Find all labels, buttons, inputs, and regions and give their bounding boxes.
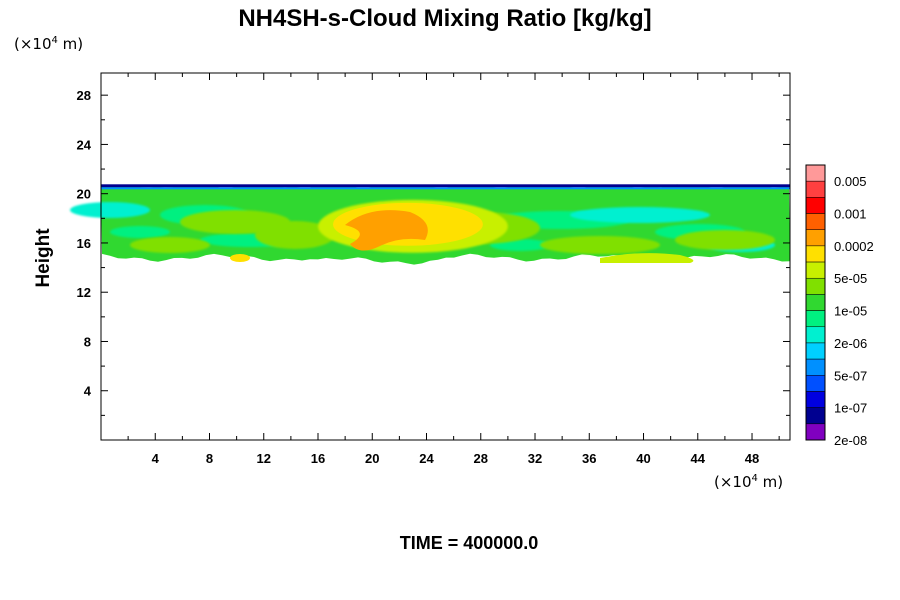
colorbar-swatch xyxy=(805,391,826,408)
cloud-field xyxy=(70,184,790,265)
colorbar-label: 2e-06 xyxy=(834,336,867,351)
x-tick-label: 20 xyxy=(365,451,379,466)
colorbar-swatch xyxy=(805,375,826,392)
y-tick-label: 16 xyxy=(77,236,91,251)
colorbar-label: 0.0002 xyxy=(834,239,874,254)
x-tick-label: 28 xyxy=(474,451,488,466)
colorbar-label: 5e-07 xyxy=(834,368,867,383)
cloud-patch xyxy=(130,237,210,253)
time-label: TIME = 400000.0 xyxy=(400,533,539,553)
cloud-patch xyxy=(570,207,710,223)
cloud-core-max xyxy=(345,210,428,251)
y-unit-prefix: (×10 xyxy=(14,35,52,53)
y-tick-label: 12 xyxy=(77,285,91,300)
x-tick-label: 48 xyxy=(745,451,759,466)
x-tick-label: 12 xyxy=(257,451,271,466)
x-axis-unit: (×104 m) xyxy=(714,473,783,491)
colorbar-swatch xyxy=(805,213,826,230)
x-tick-label: 44 xyxy=(691,451,706,466)
colorbar-swatch xyxy=(805,342,826,360)
cloud-base-patch xyxy=(230,254,250,262)
colorbar-swatch xyxy=(805,277,826,295)
colorbar-swatch xyxy=(805,294,826,311)
colorbar-swatch xyxy=(805,180,826,198)
colorbar-swatch xyxy=(805,423,826,441)
x-tick-label: 16 xyxy=(311,451,325,466)
y-unit-suffix: m) xyxy=(58,35,83,53)
y-axis-unit: (×104 m) xyxy=(14,35,83,53)
colorbar-label: 1e-05 xyxy=(834,304,867,319)
cloud-base-patch xyxy=(600,253,694,263)
colorbar-label: 5e-05 xyxy=(834,271,867,286)
colorbar-label: 0.005 xyxy=(834,174,867,189)
colorbar-swatch xyxy=(805,358,826,376)
x-unit-exponent: 4 xyxy=(752,473,758,484)
y-axis: 4 8 12 16 20 24 28 xyxy=(77,88,790,416)
cloud-patch xyxy=(675,230,775,250)
x-tick-label: 32 xyxy=(528,451,542,466)
x-tick-label: 36 xyxy=(582,451,596,466)
colorbar-swatch xyxy=(805,310,826,328)
colorbar: 0.005 0.001 0.0002 5e-05 1e-05 2e-06 5e-07 1e-0… xyxy=(805,164,874,448)
cloud-patch xyxy=(110,226,170,238)
chart-title: NH4SH-s-Cloud Mixing Ratio [kg/kg] xyxy=(238,5,651,32)
plot-frame xyxy=(100,72,791,441)
x-axis: 4 8 12 16 20 24 28 32 36 40 44 48 xyxy=(127,73,780,466)
cloud-top-edge xyxy=(101,184,790,188)
x-tick-label: 40 xyxy=(636,451,650,466)
colorbar-swatch xyxy=(805,229,826,247)
colorbar-frame xyxy=(805,164,826,441)
colorbar-swatch xyxy=(805,197,826,214)
x-tick-label: 24 xyxy=(419,451,434,466)
colorbar-swatch xyxy=(805,164,826,182)
colorbar-label: 1e-07 xyxy=(834,401,867,416)
cloud-patch xyxy=(255,221,335,249)
colorbar-swatch xyxy=(805,261,826,279)
colorbar-label: 2e-08 xyxy=(834,433,867,448)
cloud-patch xyxy=(540,236,660,254)
x-tick-label: 4 xyxy=(152,451,160,466)
cloud-top-edge-inner xyxy=(101,187,790,190)
y-unit-exponent: 4 xyxy=(52,35,58,46)
x-tick-label: 8 xyxy=(206,451,213,466)
y-tick-label: 4 xyxy=(84,384,92,399)
x-unit-suffix: m) xyxy=(758,473,783,491)
colorbar-swatch xyxy=(805,326,826,344)
x-unit-prefix: (×10 xyxy=(714,473,752,491)
y-tick-label: 28 xyxy=(77,88,91,103)
colorbar-swatch xyxy=(805,407,826,425)
colorbar-label: 0.001 xyxy=(834,207,867,222)
y-tick-label: 20 xyxy=(77,187,91,202)
y-axis-label: Height xyxy=(33,228,54,288)
colorbar-swatch xyxy=(805,245,826,263)
cloud-patch xyxy=(70,202,150,218)
y-tick-label: 24 xyxy=(77,137,92,152)
y-tick-label: 8 xyxy=(84,334,91,349)
